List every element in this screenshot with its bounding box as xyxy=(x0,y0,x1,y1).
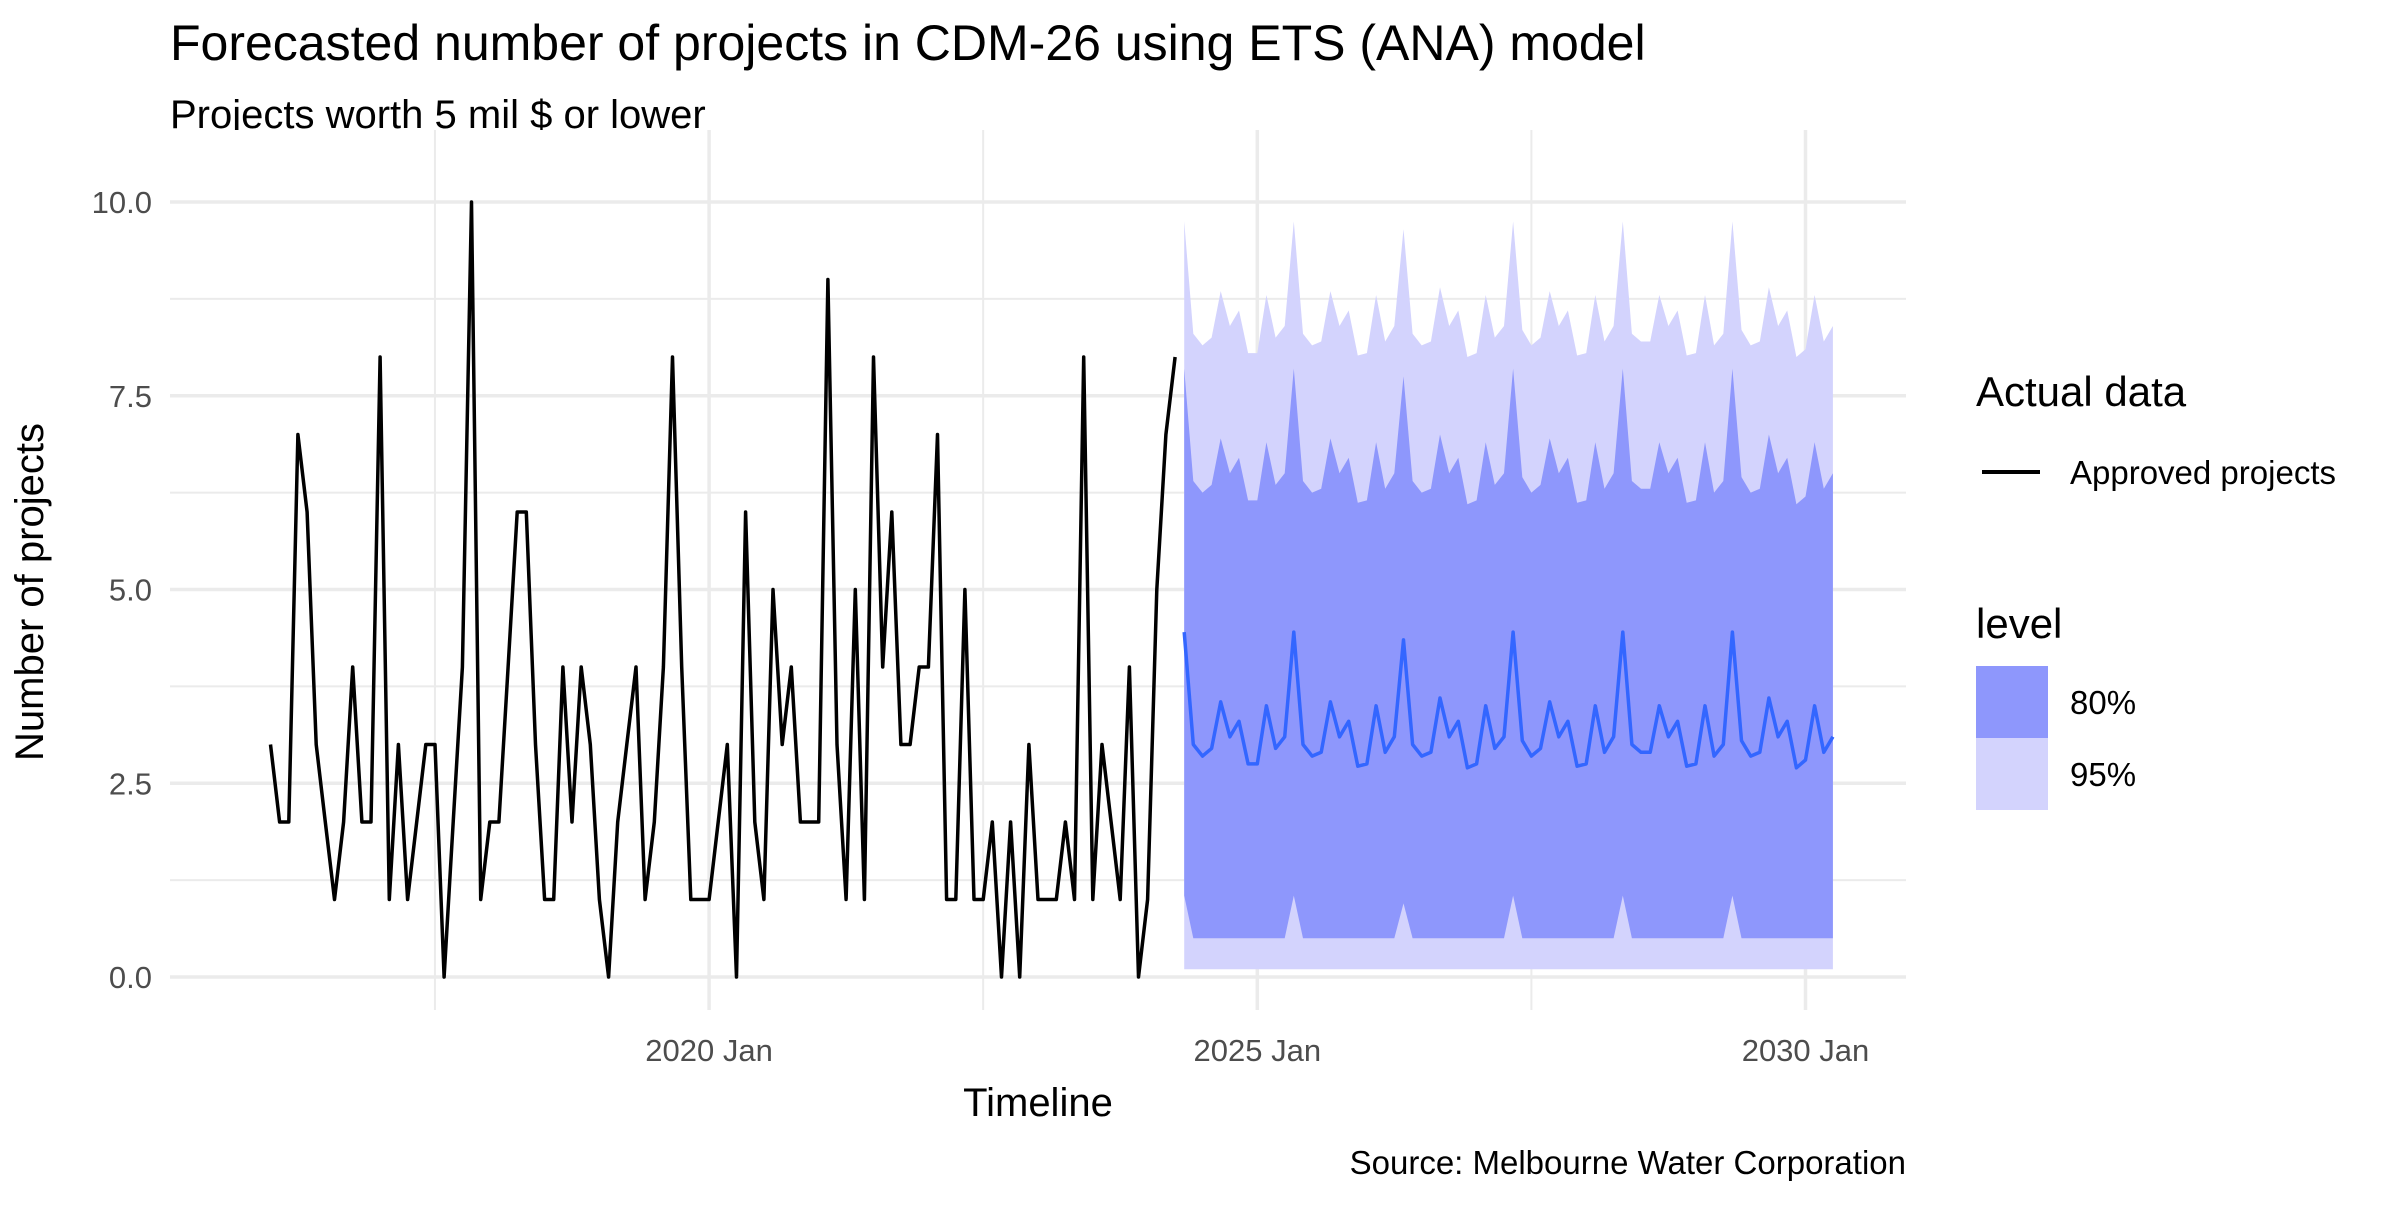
legend-label-80: 80% xyxy=(2070,684,2136,721)
chart-title: Forecasted number of projects in CDM-26 … xyxy=(170,15,1646,71)
y-tick-label: 2.5 xyxy=(109,766,152,801)
y-tick-labels: 0.0 2.5 5.0 7.5 10.0 xyxy=(92,185,152,995)
y-tick-label: 5.0 xyxy=(109,573,152,608)
y-axis-label: Number of projects xyxy=(8,423,52,761)
interval-80-layer xyxy=(1184,368,1833,939)
forecast-mean-line xyxy=(1182,630,1835,770)
y-tick-label: 10.0 xyxy=(92,185,152,220)
y-tick-label: 7.5 xyxy=(109,379,152,414)
line-layer xyxy=(268,200,1835,979)
interval-80-band xyxy=(1184,368,1833,939)
x-tick-label: 2025 Jan xyxy=(1194,1033,1322,1068)
legend-actual-label: Approved projects xyxy=(2070,454,2336,491)
x-tick-label: 2030 Jan xyxy=(1742,1033,1870,1068)
x-tick-label: 2020 Jan xyxy=(645,1033,773,1068)
legend: Actual data Approved projects level 80% … xyxy=(1976,368,2336,810)
chart-caption: Source: Melbourne Water Corporation xyxy=(1350,1144,1906,1181)
legend-swatch-80 xyxy=(1976,666,2048,738)
x-tick-labels: 2020 Jan 2025 Jan 2030 Jan xyxy=(645,1033,1869,1068)
legend-actual-title: Actual data xyxy=(1976,368,2187,415)
actual-data-line xyxy=(268,200,1177,979)
legend-label-95: 95% xyxy=(2070,756,2136,793)
x-axis-label: Timeline xyxy=(963,1081,1113,1125)
legend-swatch-95 xyxy=(1976,738,2048,810)
y-tick-label: 0.0 xyxy=(109,960,152,995)
legend-level-title: level xyxy=(1976,600,2062,647)
chart-subtitle: Projects worth 5 mil $ or lower xyxy=(170,93,706,137)
